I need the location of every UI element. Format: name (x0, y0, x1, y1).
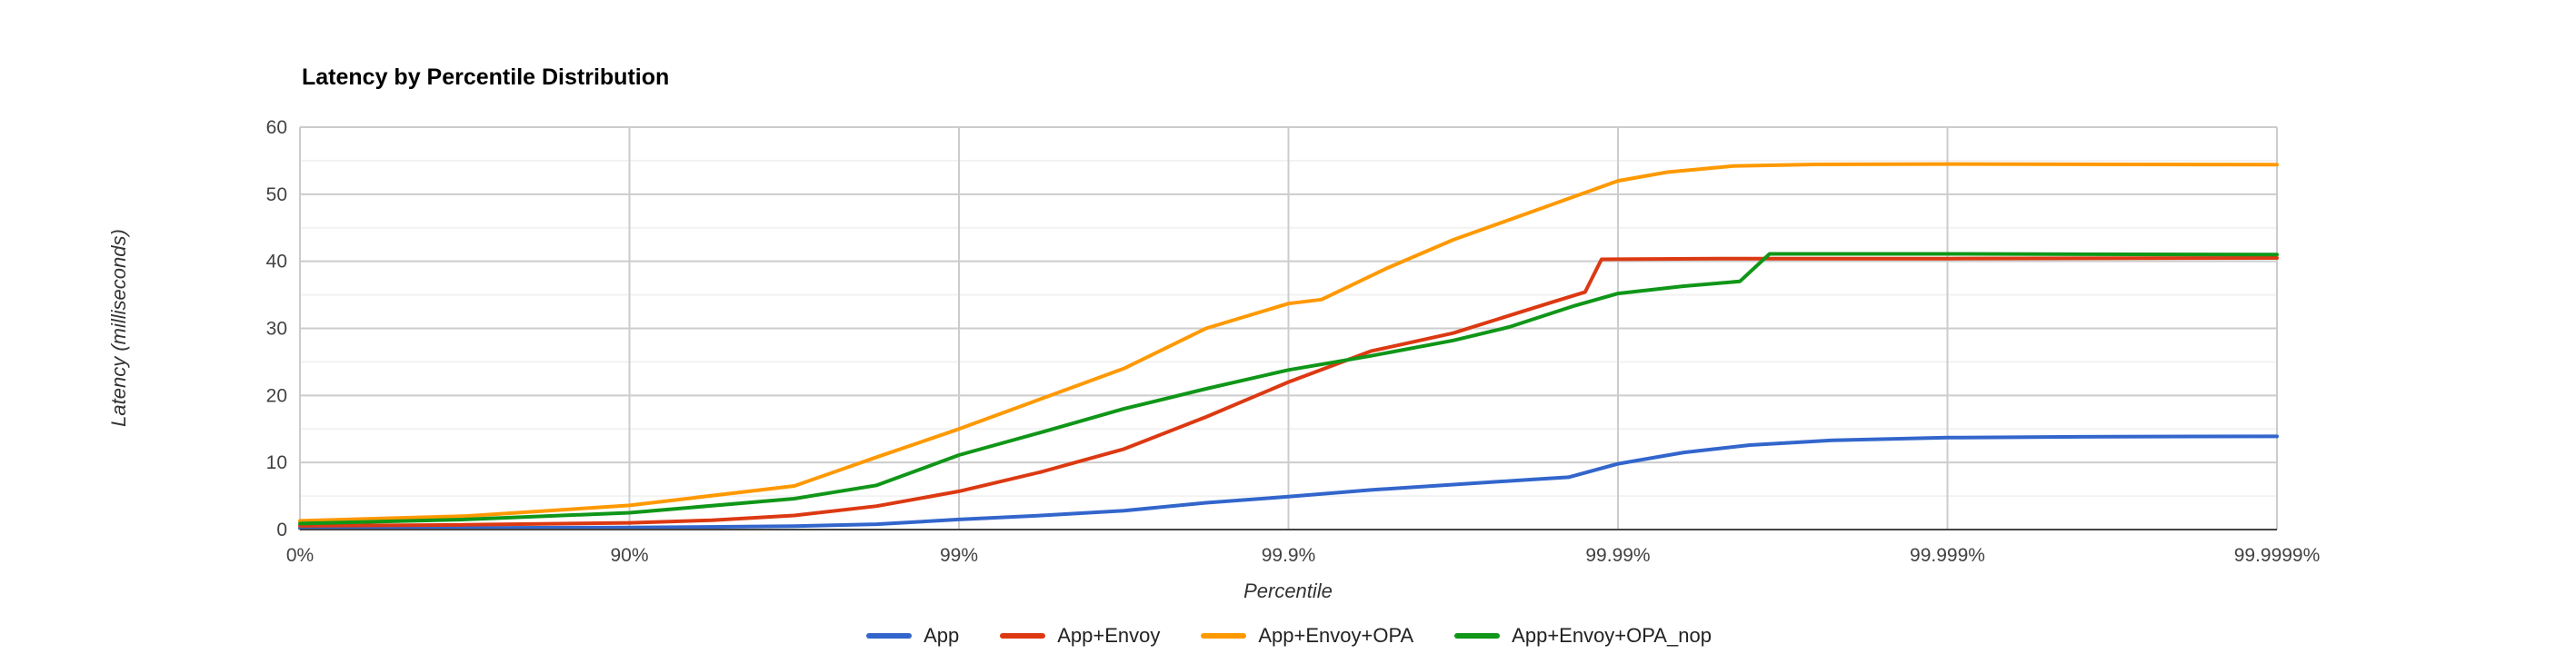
legend-label: App (924, 624, 960, 647)
grid-layer (299, 126, 2278, 530)
axis-layer: 0 10 20 30 40 50 60 0% 90% 99% 99.9% 99.99% 99.999% 9… (266, 117, 2321, 566)
legend-label: App+Envoy+OPA (1258, 624, 1414, 647)
y-axis-title: Latency (milliseconds) (107, 229, 130, 427)
y-tick-label: 0 (276, 520, 287, 540)
legend-swatch (1201, 633, 1247, 639)
x-tick-label: 99.999% (1910, 545, 1985, 566)
series-line-app-envoy (298, 256, 2279, 528)
y-tick-label: 20 (266, 385, 287, 406)
x-tick-label: 99% (940, 545, 978, 566)
chart-title: Latency by Percentile Distribution (302, 64, 669, 90)
x-tick-label: 0% (286, 545, 314, 566)
legend-item-app[interactable]: App (866, 626, 959, 646)
x-tick-label: 90% (610, 545, 648, 566)
legend-item-app-envoy[interactable]: App+Envoy (1000, 626, 1160, 646)
series-line-app-envoy-opa-nop (298, 252, 2279, 526)
x-tick-label: 99.99% (1585, 545, 1650, 566)
legend-item-app-envoy-opa-nop[interactable]: App+Envoy+OPA_nop (1454, 626, 1712, 646)
y-tick-label: 60 (266, 117, 287, 138)
y-tick-label: 10 (266, 452, 287, 473)
series-layer (298, 162, 2279, 530)
y-tick-label: 40 (266, 252, 287, 272)
x-tick-label: 99.9% (1262, 545, 1316, 566)
y-tick-label: 50 (266, 184, 287, 205)
legend-swatch (1000, 633, 1046, 639)
x-axis-title: Percentile (1243, 580, 1333, 602)
y-tick-label: 30 (266, 319, 287, 340)
series-line-app (298, 434, 2279, 530)
chart-legend: App App+Envoy App+Envoy+OPA App+Envoy+OPA_n… (300, 621, 2278, 650)
legend-swatch (1454, 633, 1501, 639)
legend-swatch (866, 633, 913, 639)
legend-label: App+Envoy (1057, 624, 1161, 647)
legend-label: App+Envoy+OPA_nop (1512, 624, 1712, 647)
x-tick-label: 99.9999% (2234, 545, 2321, 566)
series-line-app-envoy-opa (298, 162, 2279, 523)
legend-item-app-envoy-opa[interactable]: App+Envoy+OPA (1201, 626, 1413, 646)
